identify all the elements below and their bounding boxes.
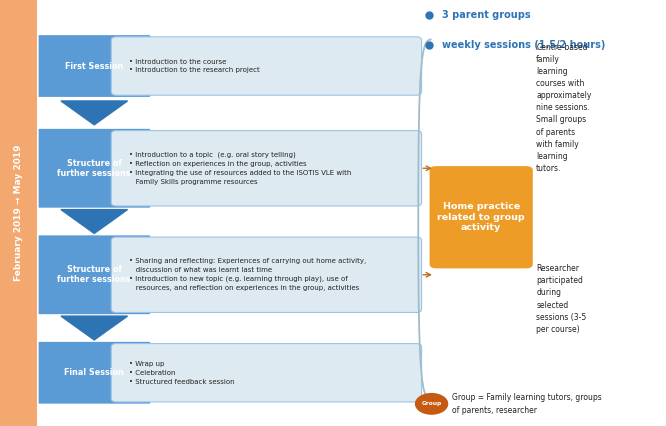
Text: Structure of
further sessions: Structure of further sessions <box>57 158 131 178</box>
FancyBboxPatch shape <box>111 37 422 95</box>
Polygon shape <box>39 129 162 208</box>
Text: weekly sessions (1.5/2 hours): weekly sessions (1.5/2 hours) <box>442 40 605 50</box>
Text: Group: Group <box>422 401 442 406</box>
Polygon shape <box>39 235 162 314</box>
FancyBboxPatch shape <box>111 130 422 206</box>
Polygon shape <box>61 210 128 233</box>
Text: • Wrap up
• Celebration
• Structured feedback session: • Wrap up • Celebration • Structured fee… <box>129 361 234 385</box>
FancyBboxPatch shape <box>430 166 533 268</box>
FancyBboxPatch shape <box>111 343 422 402</box>
Text: Researcher
participated
during
selected
sessions (3-5
per course): Researcher participated during selected … <box>536 264 586 334</box>
Text: • Introduction to the course
• Introduction to the research project: • Introduction to the course • Introduct… <box>129 59 259 73</box>
Text: • Sharing and reflecting: Experiences of carrying out home activity,
   discussi: • Sharing and reflecting: Experiences of… <box>129 259 366 291</box>
Text: 3 parent groups: 3 parent groups <box>442 10 530 20</box>
Polygon shape <box>39 342 162 404</box>
Text: February 2019 → May 2019: February 2019 → May 2019 <box>14 145 23 281</box>
Text: Group = Family learning tutors, groups
of parents, researcher: Group = Family learning tutors, groups o… <box>452 393 601 414</box>
FancyBboxPatch shape <box>111 237 422 313</box>
FancyBboxPatch shape <box>0 0 37 426</box>
Polygon shape <box>61 316 128 340</box>
Text: Home practice
related to group
activity: Home practice related to group activity <box>438 202 525 232</box>
Polygon shape <box>39 35 162 97</box>
Circle shape <box>416 394 448 414</box>
Text: First Session: First Session <box>65 61 123 71</box>
Text: Final Session: Final Session <box>65 368 124 377</box>
Text: Structure of
further sessions: Structure of further sessions <box>57 265 131 285</box>
Polygon shape <box>61 101 128 125</box>
Text: • Introduction to a topic  (e.g. oral story telling)
• Reflection on experiences: • Introduction to a topic (e.g. oral sto… <box>129 152 351 184</box>
Text: Centre-based
family
learning
courses with
approximately
nine sessions.
Small gro: Centre-based family learning courses wit… <box>536 43 591 173</box>
